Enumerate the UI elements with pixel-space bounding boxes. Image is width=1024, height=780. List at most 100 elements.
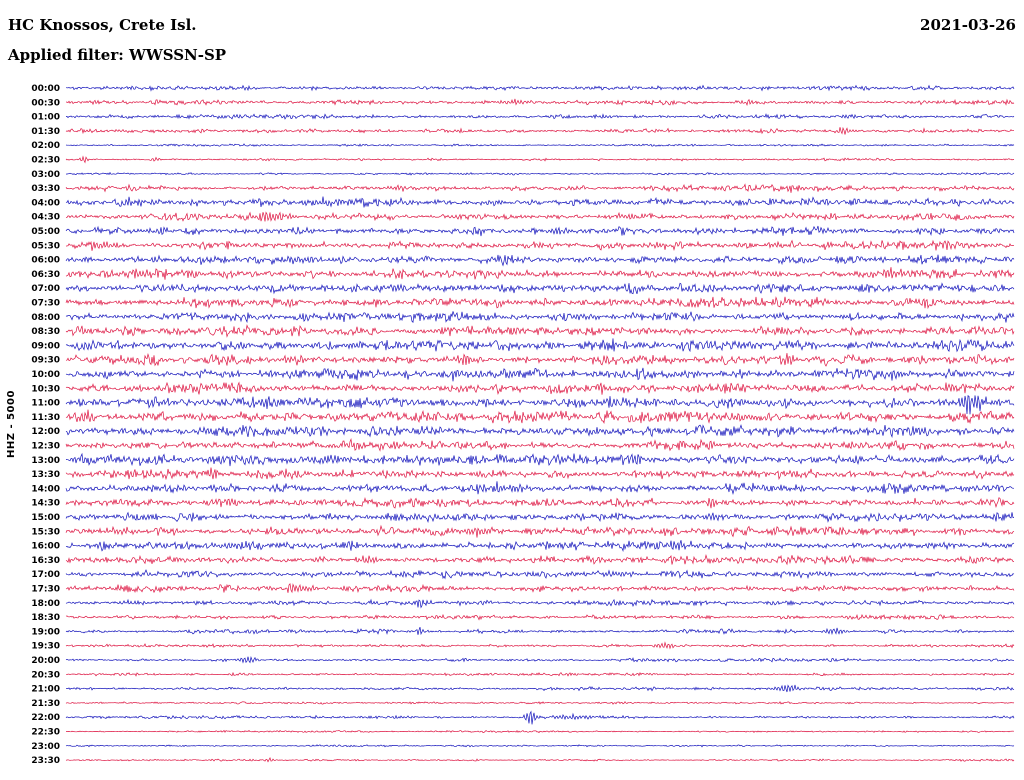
trace-time-label: 13:30 xyxy=(31,470,60,480)
trace-time-label: 14:30 xyxy=(31,499,60,509)
trace-time-label: 10:00 xyxy=(31,370,60,380)
seismogram-trace xyxy=(65,756,1015,763)
seismogram-trace xyxy=(65,409,1015,424)
trace-time-label: 01:30 xyxy=(31,127,60,137)
seismogram-trace xyxy=(65,196,1015,208)
seismogram-trace xyxy=(65,267,1015,280)
station-title: HC Knossos, Crete Isl. xyxy=(8,16,197,34)
seismogram-trace xyxy=(65,641,1015,650)
seismogram-trace xyxy=(65,613,1015,621)
trace-time-label: 00:30 xyxy=(31,98,60,108)
seismogram-trace xyxy=(65,84,1015,92)
seismogram-trace xyxy=(65,254,1015,267)
seismogram-trace xyxy=(65,367,1015,382)
seismogram-trace xyxy=(65,481,1015,495)
trace-time-label: 22:00 xyxy=(31,713,60,723)
seismogram-trace xyxy=(66,671,1015,677)
trace-time-label: 09:30 xyxy=(31,356,60,366)
seismogram-trace xyxy=(65,424,1015,439)
date-label: 2021-03-26 xyxy=(920,16,1016,34)
trace-time-label: 11:30 xyxy=(31,413,60,423)
trace-time-label: 09:00 xyxy=(31,341,60,351)
seismogram-trace xyxy=(65,126,1015,135)
seismogram-trace xyxy=(65,437,1015,452)
seismogram-trace xyxy=(65,282,1015,295)
seismogram-trace xyxy=(65,211,1015,222)
trace-time-label: 08:00 xyxy=(31,313,60,323)
trace-time-label: 12:00 xyxy=(31,427,60,437)
trace-time-label: 19:30 xyxy=(31,642,60,652)
trace-time-label: 03:00 xyxy=(31,170,60,180)
trace-time-label: 18:00 xyxy=(31,599,60,609)
trace-time-label: 10:30 xyxy=(31,384,60,394)
seismogram-trace xyxy=(65,744,1015,748)
seismogram-trace xyxy=(65,467,1015,481)
trace-time-label: 23:00 xyxy=(31,742,60,752)
trace-time-label: 22:30 xyxy=(31,728,60,738)
seismogram-trace xyxy=(65,684,1015,693)
trace-time-label: 05:30 xyxy=(31,241,60,251)
trace-time-label: 23:30 xyxy=(31,756,60,766)
trace-time-label: 11:00 xyxy=(31,399,60,409)
trace-time-label: 20:00 xyxy=(31,656,60,666)
trace-time-label: 07:00 xyxy=(31,284,60,294)
seismogram-trace xyxy=(65,524,1015,538)
applied-filter-label: Applied filter: WWSSN-SP xyxy=(8,46,227,64)
seismogram-trace xyxy=(66,729,1014,734)
trace-time-label: 20:30 xyxy=(31,670,60,680)
seismogram-trace xyxy=(65,239,1015,251)
seismogram-trace xyxy=(65,353,1015,367)
seismogram-trace xyxy=(65,626,1015,636)
seismogram-trace xyxy=(65,183,1015,193)
trace-time-label: 13:00 xyxy=(31,456,60,466)
seismogram-trace xyxy=(65,554,1015,566)
trace-time-label: 04:30 xyxy=(31,213,60,223)
trace-time-label: 14:00 xyxy=(31,484,60,494)
trace-time-label: 18:30 xyxy=(31,613,60,623)
trace-time-label: 16:00 xyxy=(31,542,60,552)
trace-time-label: 17:00 xyxy=(31,570,60,580)
seismogram-trace xyxy=(65,395,1015,415)
trace-time-label: 07:30 xyxy=(31,299,60,309)
seismogram-trace xyxy=(65,582,1015,594)
seismogram-trace xyxy=(65,656,1015,664)
trace-time-label: 06:00 xyxy=(31,256,60,266)
seismogram-trace xyxy=(65,452,1015,467)
trace-time-label: 08:30 xyxy=(31,327,60,337)
seismogram-trace xyxy=(65,569,1015,580)
seismogram-trace xyxy=(65,511,1015,523)
seismogram-trace xyxy=(65,324,1015,338)
seismogram-trace xyxy=(65,98,1015,106)
trace-time-label: 00:00 xyxy=(31,84,60,94)
trace-time-label: 12:30 xyxy=(31,442,60,452)
seismogram-trace xyxy=(65,497,1015,509)
trace-time-label: 15:30 xyxy=(31,527,60,537)
seismogram-trace xyxy=(65,598,1015,609)
trace-time-label: 15:00 xyxy=(31,513,60,523)
seismogram-trace xyxy=(65,540,1015,553)
trace-time-label: 21:30 xyxy=(31,699,60,709)
seismogram-trace xyxy=(65,338,1015,353)
trace-time-label: 16:30 xyxy=(31,556,60,566)
trace-time-label: 01:00 xyxy=(31,113,60,123)
trace-time-label: 02:30 xyxy=(31,156,60,166)
trace-time-label: 21:00 xyxy=(31,685,60,695)
trace-time-label: 04:00 xyxy=(31,198,60,208)
seismogram-trace xyxy=(65,296,1015,310)
seismogram-trace xyxy=(65,225,1015,237)
seismogram-trace xyxy=(65,143,1015,147)
trace-time-label: 02:00 xyxy=(31,141,60,151)
seismogram-trace xyxy=(65,710,1015,725)
seismogram-trace xyxy=(65,311,1015,324)
trace-time-label: 05:00 xyxy=(31,227,60,237)
trace-time-label: 19:00 xyxy=(31,627,60,637)
seismogram-trace xyxy=(65,171,1015,176)
seismogram-trace xyxy=(65,701,1015,705)
trace-time-label: 03:30 xyxy=(31,184,60,194)
trace-time-label: 17:30 xyxy=(31,585,60,595)
trace-time-label: 06:30 xyxy=(31,270,60,280)
seismogram-trace xyxy=(65,381,1015,395)
seismogram-trace xyxy=(65,113,1015,120)
seismogram-trace xyxy=(65,155,1015,164)
